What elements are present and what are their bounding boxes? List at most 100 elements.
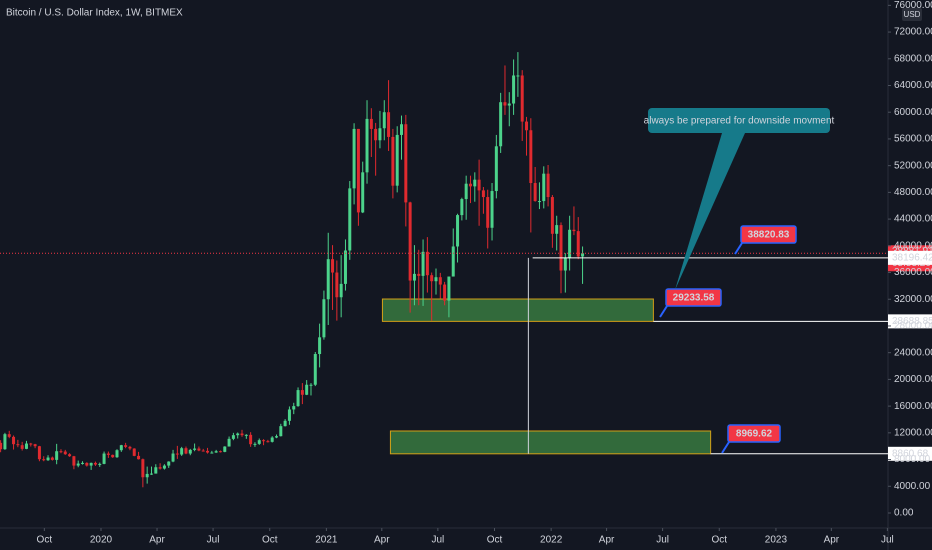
candle-body <box>292 406 296 410</box>
candle-body <box>533 183 537 202</box>
candle-body <box>180 448 184 455</box>
candle-body <box>477 179 481 191</box>
y-tick-label: 0.00 <box>894 508 914 519</box>
candle-body <box>339 283 343 298</box>
candle-body <box>214 451 218 453</box>
y-tick-label: 44000.00 <box>894 214 932 225</box>
chart-title: Bitcoin / U.S. Dollar Index, 1W, BITMEX <box>6 8 183 19</box>
y-tick-label: 48000.00 <box>894 187 932 198</box>
y-tick-label: 76000.00 <box>894 0 932 11</box>
candle-body <box>563 257 567 271</box>
price-note: 29233.58 <box>673 293 715 304</box>
candle-body <box>486 197 490 228</box>
candle-body <box>382 112 386 129</box>
candle-body <box>326 259 330 300</box>
x-tick-label: Jul <box>431 535 444 546</box>
candle-body <box>331 259 335 273</box>
candle-body <box>352 128 356 189</box>
candle-body <box>175 453 179 455</box>
y-tick-label: 12000.00 <box>894 427 932 438</box>
candle-body <box>550 197 554 234</box>
candle-body <box>395 134 399 186</box>
candle-body <box>525 121 529 131</box>
x-tick-label: Oct <box>37 535 53 546</box>
candle-body <box>348 188 352 251</box>
candle-body <box>257 440 261 444</box>
candle-body <box>184 448 188 454</box>
candle-body <box>490 191 494 228</box>
y-tick-label: 52000.00 <box>894 160 932 171</box>
candle-body <box>512 75 516 104</box>
candle-body <box>33 444 37 447</box>
candle-body <box>369 118 373 129</box>
candle-body <box>93 462 97 465</box>
x-tick-label: Oct <box>711 535 727 546</box>
price-note-box <box>727 424 781 443</box>
x-tick-label: Jul <box>881 535 894 546</box>
candle-body <box>128 446 132 449</box>
candle-body <box>520 75 524 122</box>
candle-body <box>356 128 360 213</box>
candle-body <box>72 456 76 466</box>
candle-body <box>55 451 59 460</box>
x-tick-label: 2021 <box>315 535 338 546</box>
candle-body <box>3 434 7 450</box>
price-line-box <box>888 250 932 265</box>
candle-body <box>425 251 429 276</box>
candle-body <box>335 272 339 298</box>
callout-pointer <box>675 133 745 290</box>
candle-body <box>253 443 257 445</box>
candle-body <box>141 459 145 478</box>
y-tick-label: 36000.00 <box>894 267 932 278</box>
candle-body <box>210 452 214 454</box>
candle-body <box>223 446 227 452</box>
price-note-box <box>740 225 797 244</box>
candle-body <box>266 441 270 443</box>
y-tick-label: 20000.00 <box>894 374 932 385</box>
candle-body <box>193 448 197 450</box>
candle-body <box>154 467 158 474</box>
candle-body <box>137 455 141 460</box>
candle-body <box>568 229 572 258</box>
candle-body <box>387 112 391 137</box>
candle-body <box>421 251 425 276</box>
candle-body <box>188 449 192 454</box>
y-tick-label: 24000.00 <box>894 347 932 358</box>
candle-body <box>412 273 416 281</box>
candle-body <box>468 183 472 187</box>
candle-body <box>503 102 507 106</box>
currency: USD <box>904 10 921 19</box>
x-tick-label: Apr <box>374 535 390 546</box>
candle-body <box>576 231 580 257</box>
x-tick-label: Apr <box>824 535 840 546</box>
candle-body <box>391 136 395 186</box>
candle-body <box>537 201 541 203</box>
x-tick-label: Jul <box>207 535 220 546</box>
candle-body <box>300 390 304 395</box>
x-tick-label: 2022 <box>540 535 563 546</box>
y-tick-label: 32000.00 <box>894 294 932 305</box>
candle-body <box>7 434 11 437</box>
candle-body <box>494 146 498 192</box>
price-note: 8969.62 <box>736 429 773 440</box>
candle-body <box>76 463 80 466</box>
y-tick-label: 16000.00 <box>894 401 932 412</box>
candle-body <box>68 454 72 457</box>
candle-body <box>374 128 378 141</box>
x-tick-label: Apr <box>599 535 615 546</box>
candle-body <box>149 473 153 475</box>
candle-body <box>361 172 365 213</box>
y-tick-label: 56000.00 <box>894 134 932 145</box>
y-tick-label: 68000.00 <box>894 53 932 64</box>
candle-body <box>343 250 347 284</box>
candle-body <box>322 299 326 338</box>
candle-body <box>231 435 235 439</box>
candle-body <box>481 190 485 198</box>
candle-body <box>400 124 404 135</box>
candle-body <box>451 246 455 277</box>
y-tick-label: 60000.00 <box>894 107 932 118</box>
candle-body <box>572 229 576 232</box>
price-line-label: 28688.85 <box>892 316 932 327</box>
price-line-box <box>888 314 932 329</box>
